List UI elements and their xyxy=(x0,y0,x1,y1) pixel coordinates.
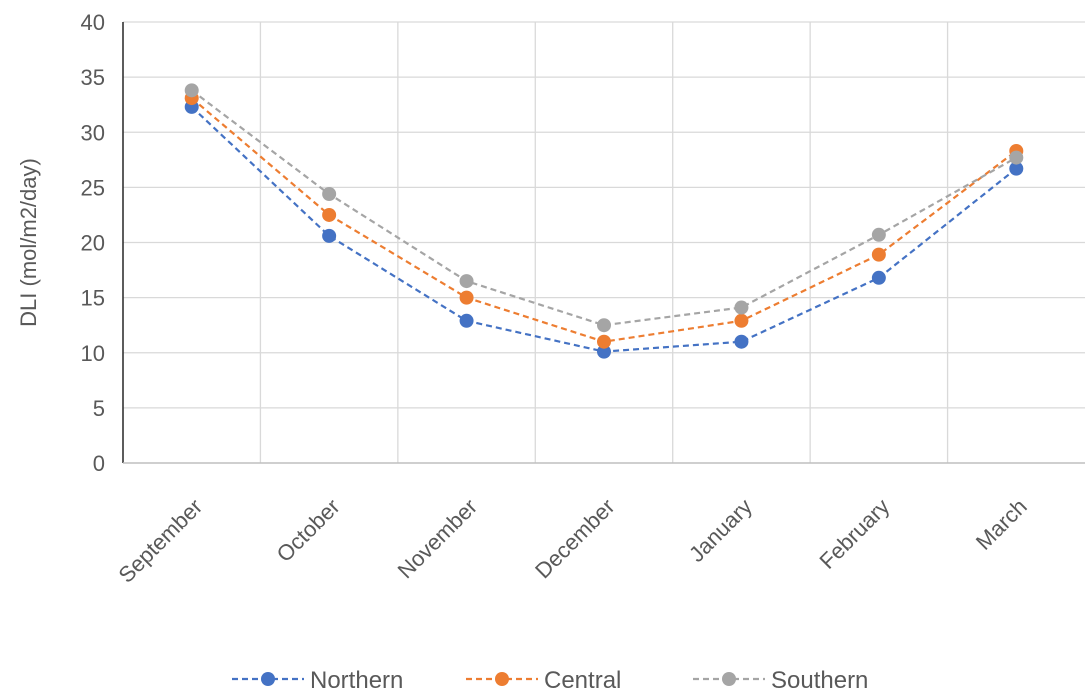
x-tick-label: March xyxy=(971,494,1032,555)
data-point xyxy=(871,247,886,262)
legend: Northern Central Southern xyxy=(232,667,868,694)
x-tick-label: November xyxy=(393,494,482,583)
data-point xyxy=(459,274,474,289)
data-point xyxy=(734,313,749,328)
y-tick-label: 30 xyxy=(81,120,105,145)
y-tick-label: 40 xyxy=(81,10,105,35)
y-axis-title: DLI (mol/m2/day) xyxy=(16,158,41,327)
x-tick-label: September xyxy=(113,494,207,588)
series xyxy=(184,83,1024,359)
y-tick-label: 5 xyxy=(93,396,105,421)
y-tick-label: 0 xyxy=(93,451,105,476)
grid xyxy=(123,21,1085,463)
series-line xyxy=(191,89,1017,327)
legend-item-southern: Southern xyxy=(693,667,868,694)
legend-label: Central xyxy=(544,667,621,694)
data-point xyxy=(1009,161,1024,176)
x-tick-label: October xyxy=(272,494,345,567)
legend-marker xyxy=(261,672,275,686)
y-tick-label: 25 xyxy=(81,175,105,200)
data-point xyxy=(184,83,199,98)
x-tick-label: February xyxy=(814,494,894,574)
data-point xyxy=(871,270,886,285)
data-point xyxy=(597,334,611,349)
series-southern xyxy=(184,83,1024,333)
data-point xyxy=(871,227,886,242)
data-point xyxy=(1009,150,1024,165)
y-tick-label: 20 xyxy=(81,231,105,256)
data-point xyxy=(322,228,337,243)
legend-item-central: Central xyxy=(466,667,621,694)
x-tick-labels: September October November December January F… xyxy=(113,494,1031,588)
data-point xyxy=(597,344,611,359)
legend-marker xyxy=(495,672,509,686)
data-point xyxy=(597,318,611,333)
y-tick-labels: 0 5 10 15 20 25 30 35 40 xyxy=(81,10,105,476)
legend-item-northern: Northern xyxy=(232,667,403,694)
data-point xyxy=(322,186,337,201)
axes xyxy=(122,22,1085,464)
x-tick-label: December xyxy=(530,494,619,583)
x-tick-label: January xyxy=(684,494,757,567)
legend-label: Southern xyxy=(771,667,868,694)
legend-marker xyxy=(722,672,736,686)
y-tick-label: 10 xyxy=(81,341,105,366)
data-point xyxy=(459,313,474,328)
series-line xyxy=(190,97,1017,343)
series-line xyxy=(190,106,1017,353)
data-point xyxy=(734,300,749,315)
data-point xyxy=(459,290,474,305)
y-tick-label: 15 xyxy=(81,286,105,311)
y-tick-label: 35 xyxy=(81,65,105,90)
legend-label: Northern xyxy=(310,667,403,694)
data-point xyxy=(734,334,749,349)
data-point xyxy=(322,207,337,222)
